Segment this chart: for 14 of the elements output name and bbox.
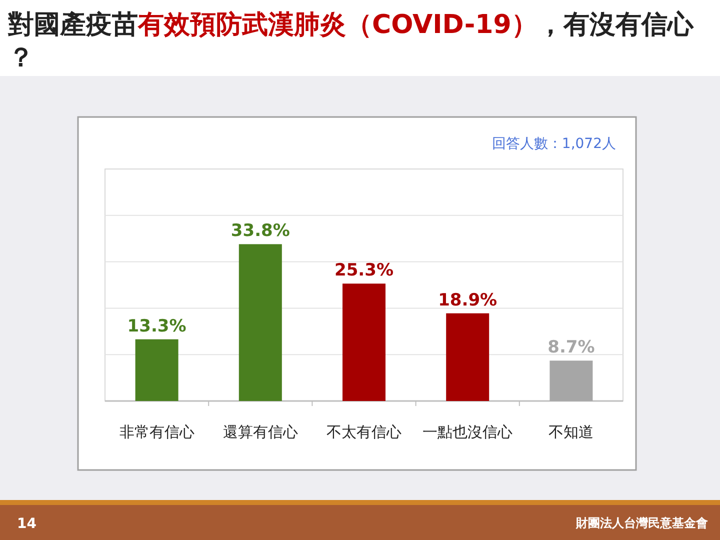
data-label: 13.3% [127, 316, 186, 336]
x-tick-label: 一點也沒信心 [422, 423, 513, 441]
chart-title: 對國產疫苗有效預防武漢肺炎（COVID-19），有沒有信心？ [8, 10, 694, 73]
x-tick-label: 非常有信心 [119, 423, 194, 441]
data-label: 33.8% [230, 221, 290, 242]
data-label: 25.3% [334, 260, 394, 281]
x-tick-label: 不太有信心 [326, 423, 402, 441]
text: 14 [17, 516, 37, 532]
data-label: 8.7% [548, 338, 595, 358]
text: 財團法人台灣民意基金會 [575, 516, 708, 530]
x-tick-label: 不知道 [548, 423, 594, 441]
text: 回答人數：1,072人 [492, 136, 616, 152]
data-label: 18.9% [438, 290, 498, 310]
x-tick-label: 還算有信心 [222, 423, 298, 441]
